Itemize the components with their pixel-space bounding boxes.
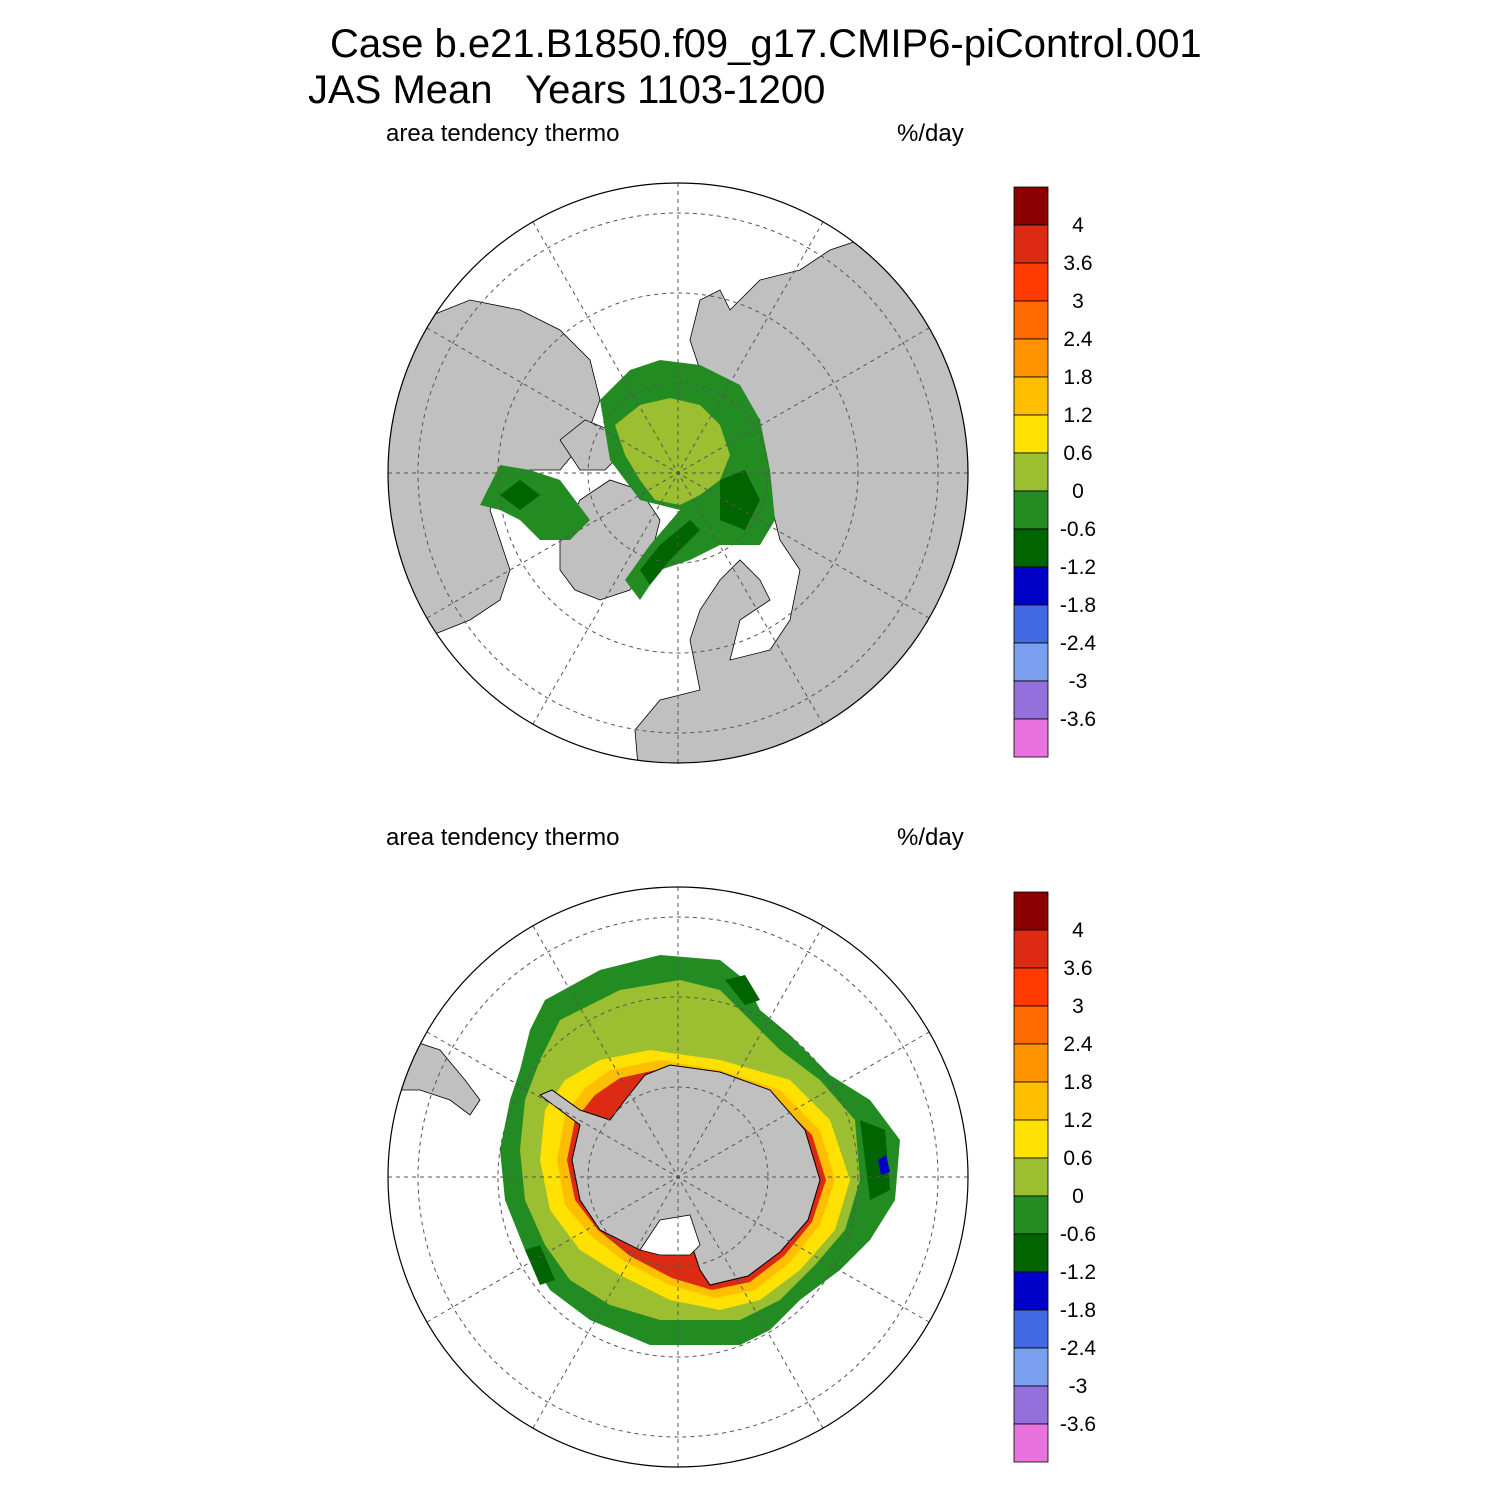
south-colorbar-tick-label: 1.8 — [1063, 1071, 1092, 1094]
north-colorbar-swatch — [1013, 452, 1049, 492]
south-colorbar-tick-label: -1.8 — [1060, 1299, 1096, 1322]
north-colorbar-tick-label: 0 — [1072, 480, 1084, 503]
north-colorbar-tick-label: 3.6 — [1063, 252, 1092, 275]
north-colorbar-tick-label: -1.2 — [1060, 556, 1096, 579]
south-colorbar-tick-label: -1.2 — [1060, 1261, 1096, 1284]
plot-title-case: Case b.e21.B1850.f09_g17.CMIP6-piControl… — [330, 22, 1202, 66]
north-colorbar-tick-label: 4 — [1072, 214, 1084, 237]
south-colorbar-tick-label: 3.6 — [1063, 957, 1092, 980]
north-ice-dark-band-1 — [500, 480, 540, 510]
north-colorbar-swatch — [1013, 300, 1049, 340]
south-colorbar-tick-label: 0 — [1072, 1185, 1084, 1208]
north-colorbar-swatch — [1013, 566, 1049, 606]
south-ice-dark-patch-3 — [525, 1245, 555, 1285]
north-map-border — [387, 182, 969, 764]
north-colorbar: 4 3.6 3 2.4 1.8 1.2 0.6 0 -0.6 -1.2 -1.8 -2.4 -3 -3.6 — [1013, 186, 1097, 758]
south-ice-dark-patch-2 — [860, 1120, 890, 1200]
south-panel-variable-label: area tendency thermo — [386, 824, 620, 851]
south-colorbar-tick-label: -3.6 — [1060, 1413, 1096, 1436]
north-colorbar-tick-label: 2.4 — [1063, 328, 1093, 351]
south-colorbar-swatch — [1013, 1157, 1049, 1197]
south-colorbar-swatch — [1013, 1233, 1049, 1273]
south-colorbar-swatch — [1013, 1043, 1049, 1083]
south-colorbar-tick-label: 1.2 — [1063, 1109, 1092, 1132]
north-colorbar-swatch — [1013, 490, 1049, 530]
south-colorbar-tick-label: -3 — [1069, 1375, 1088, 1398]
north-colorbar-tick-label: -3.6 — [1060, 708, 1096, 731]
south-colorbar-tick-label: 2.4 — [1063, 1033, 1093, 1056]
north-ice-baffin-band — [480, 465, 590, 540]
north-colorbar-tick-label: 3 — [1072, 290, 1084, 313]
north-ice-dark-band-3 — [640, 520, 700, 585]
south-polar-map: 4 3.6 3 2.4 1.8 1.2 0.6 0 -0.6 -1.2 -1.8 -2.4 -3 -3.6 — [387, 886, 1097, 1468]
south-colorbar-swatch — [1013, 929, 1049, 969]
south-ice-blue-spot — [878, 1155, 890, 1175]
north-colorbar-swatch — [1013, 680, 1049, 720]
north-ice-dark-band-2 — [720, 470, 760, 530]
south-colorbar-swatch — [1013, 1347, 1049, 1387]
north-colorbar-tick-label: -2.4 — [1060, 632, 1097, 655]
south-colorbar-swatch — [1013, 967, 1049, 1007]
south-colorbar-tick-label: -0.6 — [1060, 1223, 1096, 1246]
north-colorbar-tick-label: -1.8 — [1060, 594, 1096, 617]
south-land-ross-ice-gap — [639, 1214, 701, 1256]
plot-title-period: JAS Mean Years 1103-1200 — [308, 68, 826, 112]
north-colorbar-swatch — [1013, 718, 1049, 758]
south-colorbar-swatch — [1013, 1081, 1049, 1121]
south-ice-dark-patch-1 — [725, 975, 760, 1005]
north-colorbar-tick-label: -0.6 — [1060, 518, 1096, 541]
north-colorbar-tick-label: -3 — [1069, 670, 1088, 693]
north-panel-variable-label: area tendency thermo — [386, 120, 620, 147]
south-colorbar-swatch — [1013, 1195, 1049, 1235]
south-colorbar-tick-label: -2.4 — [1060, 1337, 1097, 1360]
south-colorbar-swatch — [1013, 1423, 1049, 1463]
south-colorbar-swatch — [1013, 1119, 1049, 1159]
north-colorbar-swatch — [1013, 224, 1049, 264]
south-colorbar: 4 3.6 3 2.4 1.8 1.2 0.6 0 -0.6 -1.2 -1.8 -2.4 -3 -3.6 — [1013, 891, 1097, 1463]
south-colorbar-tick-label: 0.6 — [1063, 1147, 1092, 1170]
south-colorbar-swatch — [1013, 1309, 1049, 1349]
south-colorbar-tick-label: 4 — [1072, 919, 1084, 942]
north-colorbar-swatch — [1013, 262, 1049, 302]
south-map-border — [387, 886, 969, 1468]
south-colorbar-swatch — [1013, 891, 1049, 931]
south-colorbar-swatch — [1013, 1385, 1049, 1425]
north-colorbar-tick-label: 0.6 — [1063, 442, 1092, 465]
north-panel-units-label: %/day — [897, 120, 964, 147]
north-colorbar-swatch — [1013, 376, 1049, 416]
north-colorbar-tick-label: 1.2 — [1063, 404, 1092, 427]
south-colorbar-swatch — [1013, 1005, 1049, 1045]
north-polar-map: 4 3.6 3 2.4 1.8 1.2 0.6 0 -0.6 -1.2 -1.8 -2.4 -3 -3.6 — [387, 182, 1097, 764]
north-colorbar-swatch — [1013, 338, 1049, 378]
south-colorbar-swatch — [1013, 1271, 1049, 1311]
north-colorbar-swatch — [1013, 528, 1049, 568]
north-colorbar-swatch — [1013, 414, 1049, 454]
north-colorbar-swatch — [1013, 186, 1049, 226]
south-panel-units-label: %/day — [897, 824, 964, 851]
north-colorbar-swatch — [1013, 604, 1049, 644]
north-colorbar-swatch — [1013, 642, 1049, 682]
south-colorbar-tick-label: 3 — [1072, 995, 1084, 1018]
north-ice-central-pack — [615, 398, 730, 505]
north-colorbar-tick-label: 1.8 — [1063, 366, 1092, 389]
